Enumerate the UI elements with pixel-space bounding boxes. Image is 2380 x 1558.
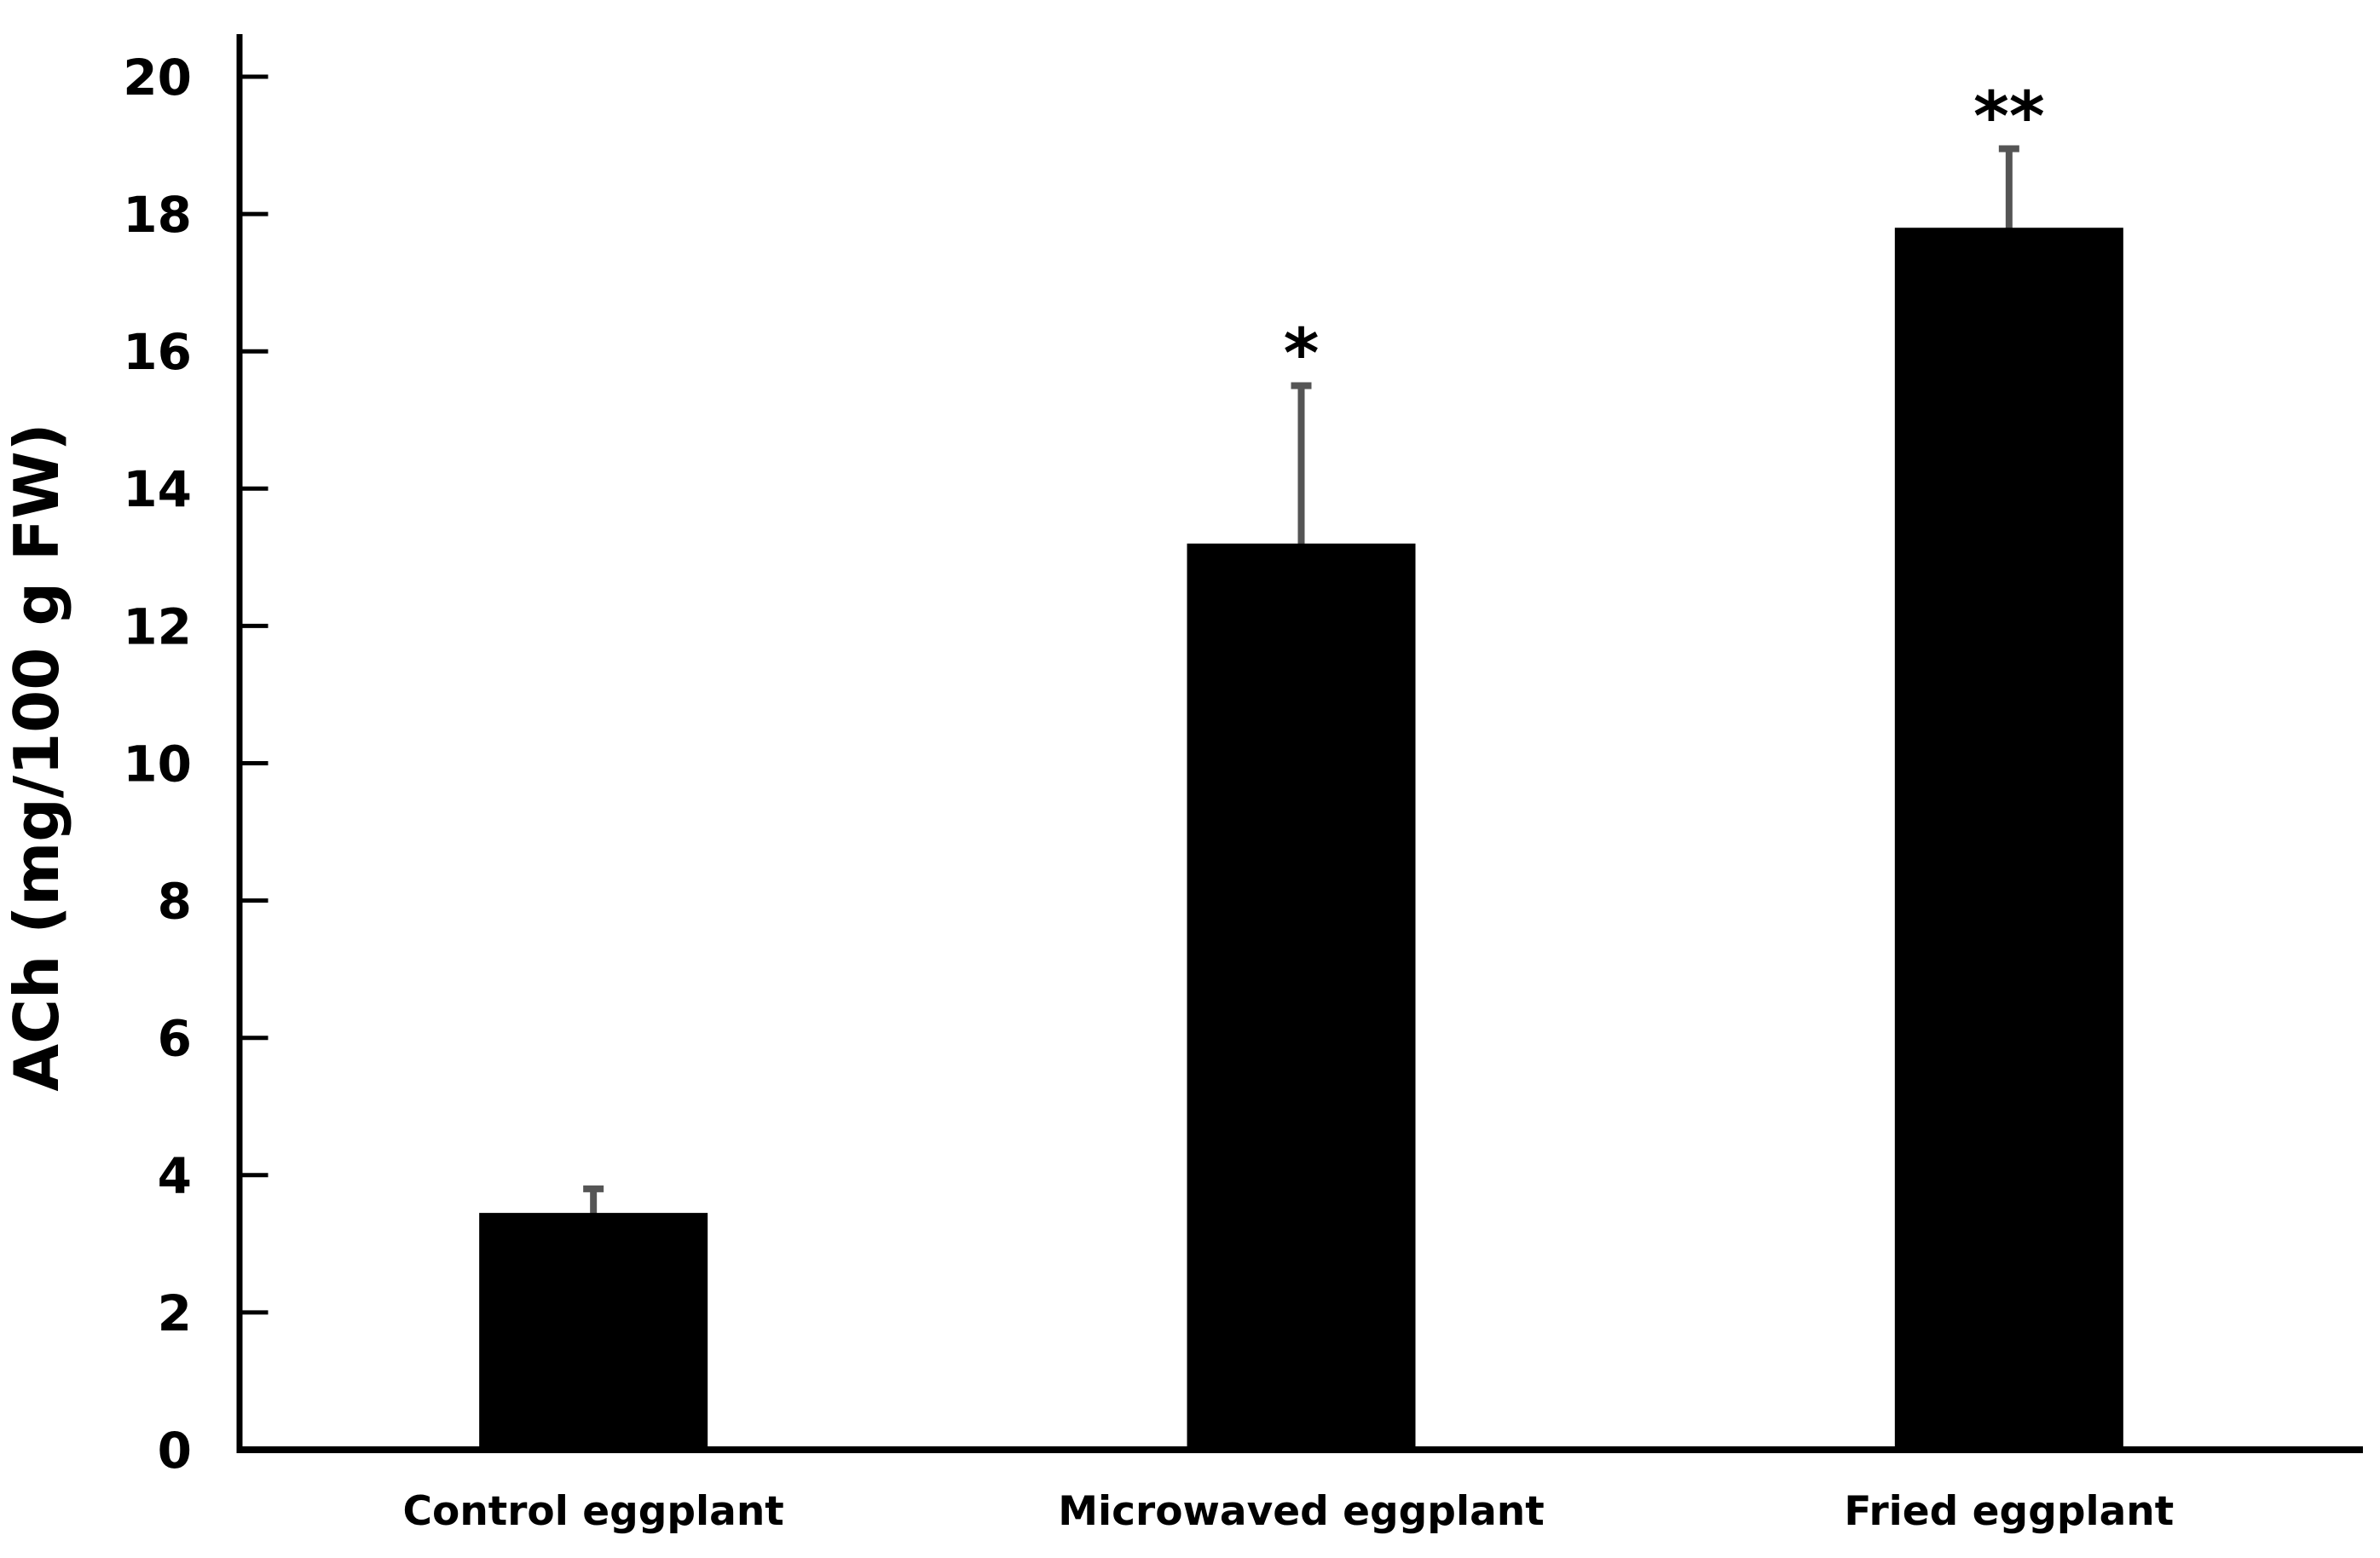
y-tick-label: 8 [158,872,192,930]
y-tick-label: 2 [158,1284,192,1342]
significance-mark: ** [1973,78,2045,157]
y-tick-label: 20 [123,49,192,107]
y-tick-label: 18 [123,186,192,244]
y-tick-label: 16 [123,323,192,381]
bar [1187,543,1416,1453]
y-tick-label: 6 [158,1010,192,1068]
x-category-label: Fried eggplant [1844,1488,2174,1535]
y-tick-label: 10 [123,735,192,793]
y-tick-label: 12 [123,597,192,655]
bar [479,1213,708,1453]
bar [1894,228,2123,1454]
y-tick-label: 14 [123,460,192,518]
y-tick-label: 0 [158,1422,192,1480]
y-tick-label: 4 [158,1147,192,1205]
x-category-label: Microwaved eggplant [1058,1488,1544,1535]
significance-mark: * [1284,314,1320,393]
x-category-label: Control eggplant [403,1488,784,1535]
y-axis-title: ACh (mg/100 g FW) [1,423,72,1091]
